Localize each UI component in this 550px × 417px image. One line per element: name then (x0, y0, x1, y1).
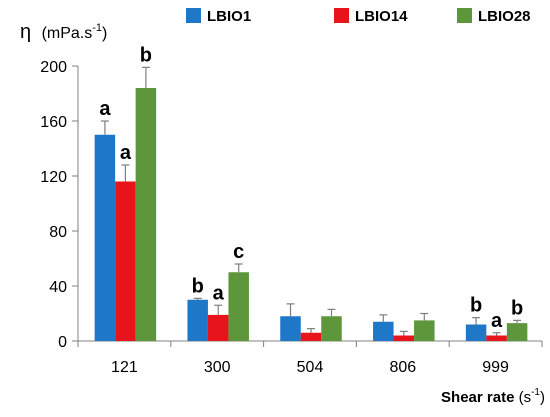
bar-LBIO14-121 (115, 181, 136, 341)
bar-LBIO14-806 (393, 335, 415, 341)
significance-letter: b (192, 275, 204, 297)
y-tick-label: 160 (40, 114, 67, 131)
x-tick-label: 504 (297, 359, 324, 376)
bar-LBIO1-300 (187, 299, 208, 341)
x-axis-label: Shear rate (s-1) (441, 387, 545, 406)
legend-swatch-LBIO1 (186, 8, 201, 23)
bar-LBIO14-300 (207, 314, 229, 341)
bar-LBIO28-504 (321, 316, 342, 341)
y-axis-label-symbol: η (20, 21, 31, 43)
legend-label-LBIO14: LBIO14 (355, 8, 408, 25)
y-tick-label: 80 (49, 224, 67, 241)
significance-letter: c (233, 241, 244, 263)
bar-LBIO1-806 (373, 321, 394, 341)
y-axis-label-unit-end: ) (102, 25, 107, 42)
x-axis: 121 300 504 806 999 (77, 340, 543, 376)
bar-LBIO1-999 (465, 324, 487, 341)
significance-letter: a (491, 310, 503, 332)
bar-LBIO1-121 (94, 134, 116, 341)
significance-letter: a (213, 282, 225, 304)
significance-letter: b (140, 44, 152, 66)
legend-label-LBIO1: LBIO1 (207, 8, 251, 25)
bar-LBIO28-999 (506, 323, 528, 341)
x-axis-label-unit-end: ) (540, 389, 545, 406)
y-axis: 0 40 80 120 160 200 (40, 59, 79, 351)
x-axis-label-unit-sup: -1 (531, 387, 540, 398)
bar-LBIO28-121 (135, 88, 157, 341)
x-tick-label: 806 (389, 359, 416, 376)
y-tick-label: 200 (40, 59, 67, 76)
x-axis-label-main: Shear rate (441, 389, 514, 406)
bar-LBIO1-504 (280, 316, 301, 341)
y-axis-label: η (mPa.s-1) (20, 21, 107, 43)
significance-letter: b (511, 297, 523, 319)
x-tick-label: 999 (482, 359, 509, 376)
y-tick-label: 0 (58, 334, 67, 351)
bar-LBIO28-806 (414, 320, 435, 341)
x-tick-label: 121 (111, 359, 138, 376)
x-tick-label: 300 (204, 359, 231, 376)
y-axis-label-unit-sup: -1 (92, 22, 102, 34)
x-axis-label-unit: (s (514, 389, 531, 406)
legend-label-LBIO28: LBIO28 (478, 8, 531, 25)
bar-LBIO14-999 (486, 335, 507, 341)
bar-LBIO14-504 (300, 332, 322, 341)
legend-swatch-LBIO14 (334, 8, 349, 23)
y-tick-label: 40 (49, 279, 67, 296)
bar-LBIO28-300 (228, 272, 249, 341)
y-axis-label-unit: (mPa.s (42, 25, 93, 42)
legend-swatch-LBIO28 (457, 8, 472, 23)
significance-letter: a (99, 98, 111, 120)
significance-letter: b (470, 295, 482, 317)
y-tick-label: 120 (40, 169, 67, 186)
significance-letter: a (120, 142, 132, 164)
legend: LBIO1 LBIO14 LBIO28 (186, 8, 531, 25)
